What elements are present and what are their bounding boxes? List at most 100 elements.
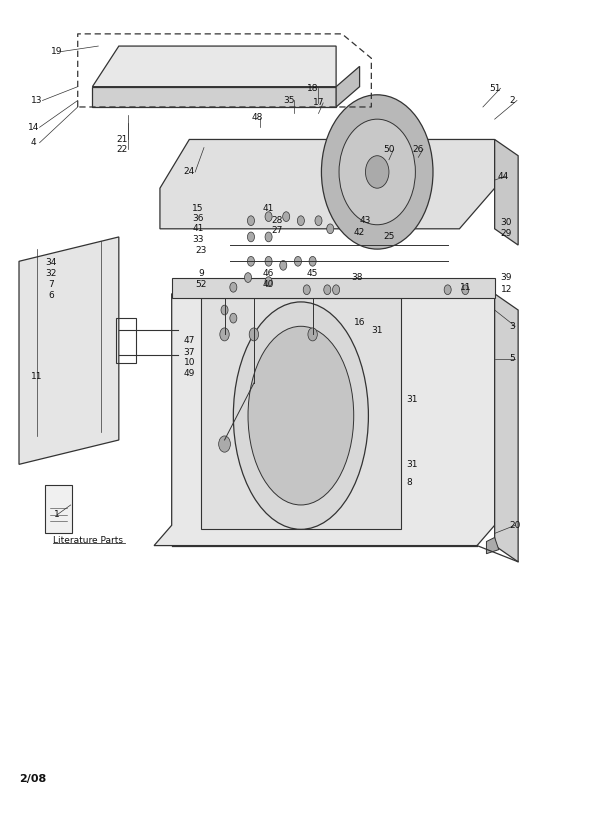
Circle shape bbox=[247, 216, 254, 226]
Text: 17: 17 bbox=[313, 99, 324, 108]
Ellipse shape bbox=[233, 302, 368, 529]
Polygon shape bbox=[494, 293, 518, 562]
Text: 48: 48 bbox=[251, 113, 263, 122]
Text: 31: 31 bbox=[407, 395, 418, 404]
Circle shape bbox=[308, 328, 317, 341]
Text: 30: 30 bbox=[501, 218, 512, 227]
Circle shape bbox=[265, 277, 272, 287]
Text: 15: 15 bbox=[192, 204, 204, 213]
Text: 31: 31 bbox=[372, 326, 383, 335]
Circle shape bbox=[324, 285, 331, 294]
Text: 6: 6 bbox=[48, 291, 54, 300]
Bar bbox=[116, 318, 136, 363]
Circle shape bbox=[333, 285, 340, 294]
Text: 41: 41 bbox=[192, 224, 204, 233]
Text: 3: 3 bbox=[509, 322, 515, 331]
Ellipse shape bbox=[248, 326, 354, 505]
Circle shape bbox=[230, 313, 237, 323]
Circle shape bbox=[315, 216, 322, 226]
Text: 1: 1 bbox=[54, 510, 60, 519]
Polygon shape bbox=[494, 139, 518, 245]
Text: 16: 16 bbox=[354, 318, 365, 327]
Text: 32: 32 bbox=[45, 269, 57, 278]
Text: 49: 49 bbox=[183, 369, 195, 378]
Text: 9: 9 bbox=[198, 269, 204, 278]
Circle shape bbox=[294, 257, 301, 267]
Text: 8: 8 bbox=[407, 478, 412, 487]
Circle shape bbox=[303, 285, 310, 294]
Text: 24: 24 bbox=[183, 167, 195, 177]
Text: 18: 18 bbox=[307, 84, 319, 93]
Text: 12: 12 bbox=[501, 285, 512, 294]
Circle shape bbox=[220, 328, 230, 341]
Text: 44: 44 bbox=[498, 171, 509, 180]
Circle shape bbox=[309, 257, 316, 267]
Text: 10: 10 bbox=[183, 359, 195, 368]
Text: 33: 33 bbox=[192, 235, 204, 244]
Text: 4: 4 bbox=[31, 139, 37, 148]
Text: 5: 5 bbox=[509, 355, 515, 363]
Text: 25: 25 bbox=[384, 232, 395, 241]
Circle shape bbox=[283, 212, 290, 222]
Circle shape bbox=[327, 224, 334, 234]
Text: Literature Parts: Literature Parts bbox=[53, 536, 123, 545]
Text: 47: 47 bbox=[183, 337, 195, 346]
Circle shape bbox=[322, 95, 433, 249]
Text: 26: 26 bbox=[412, 145, 424, 154]
Bar bbox=[45, 485, 72, 533]
Circle shape bbox=[219, 436, 231, 452]
Text: 20: 20 bbox=[510, 521, 521, 530]
Text: 46: 46 bbox=[263, 269, 274, 278]
Text: 11: 11 bbox=[31, 372, 42, 381]
Circle shape bbox=[462, 285, 469, 294]
Text: 42: 42 bbox=[354, 228, 365, 237]
Text: 39: 39 bbox=[501, 273, 512, 282]
Text: 2/08: 2/08 bbox=[19, 774, 46, 785]
Polygon shape bbox=[154, 293, 494, 545]
Polygon shape bbox=[336, 66, 359, 107]
Circle shape bbox=[365, 156, 389, 188]
Circle shape bbox=[247, 257, 254, 267]
Text: 51: 51 bbox=[489, 84, 500, 93]
Text: 36: 36 bbox=[192, 214, 204, 222]
Text: 41: 41 bbox=[263, 204, 274, 213]
Text: 28: 28 bbox=[272, 216, 283, 225]
Circle shape bbox=[265, 232, 272, 242]
Text: 14: 14 bbox=[28, 123, 40, 132]
Text: 23: 23 bbox=[195, 246, 206, 255]
Circle shape bbox=[297, 216, 304, 226]
Circle shape bbox=[265, 257, 272, 267]
Polygon shape bbox=[172, 278, 494, 297]
Circle shape bbox=[221, 305, 228, 315]
Text: 34: 34 bbox=[45, 258, 57, 267]
Text: 45: 45 bbox=[307, 269, 318, 278]
Polygon shape bbox=[486, 537, 499, 553]
Circle shape bbox=[339, 119, 415, 225]
Text: 2: 2 bbox=[509, 96, 515, 105]
Circle shape bbox=[265, 212, 272, 222]
Text: 13: 13 bbox=[31, 96, 42, 105]
Text: 52: 52 bbox=[195, 280, 206, 289]
Text: 19: 19 bbox=[51, 47, 63, 56]
Text: 35: 35 bbox=[283, 96, 295, 105]
Polygon shape bbox=[160, 139, 494, 229]
Circle shape bbox=[444, 285, 451, 294]
Text: 29: 29 bbox=[501, 229, 512, 238]
Text: 7: 7 bbox=[48, 280, 54, 289]
Circle shape bbox=[247, 232, 254, 242]
Text: 50: 50 bbox=[384, 145, 395, 154]
Text: 43: 43 bbox=[360, 216, 371, 225]
Text: 37: 37 bbox=[183, 348, 195, 357]
Text: 27: 27 bbox=[272, 226, 283, 235]
Circle shape bbox=[249, 328, 258, 341]
Circle shape bbox=[244, 273, 251, 283]
Circle shape bbox=[280, 261, 287, 271]
Text: 31: 31 bbox=[407, 460, 418, 469]
Text: 22: 22 bbox=[116, 145, 127, 154]
Polygon shape bbox=[93, 86, 336, 107]
Text: 40: 40 bbox=[263, 280, 274, 289]
Text: 38: 38 bbox=[351, 273, 362, 282]
Text: 11: 11 bbox=[460, 283, 471, 292]
Circle shape bbox=[230, 283, 237, 292]
Polygon shape bbox=[19, 237, 119, 465]
